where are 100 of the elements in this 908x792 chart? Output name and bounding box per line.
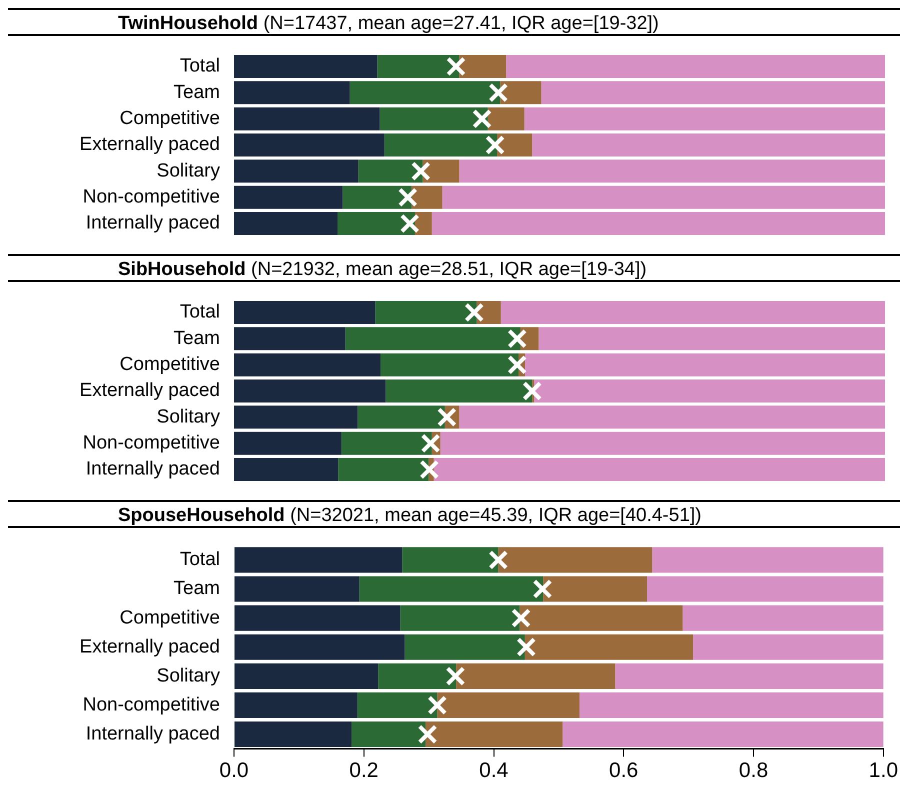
bar [524, 634, 694, 660]
chart-title: SpouseHousehold [118, 505, 285, 526]
point [522, 381, 542, 401]
point [464, 302, 484, 322]
bar [440, 432, 885, 455]
bar [543, 576, 648, 602]
bar [234, 160, 358, 183]
y-tick-label: Externally paced [80, 636, 220, 658]
bar [693, 634, 884, 660]
bar [402, 547, 498, 573]
bar [342, 186, 412, 209]
bar [359, 576, 544, 602]
bar [358, 406, 445, 429]
bar [456, 663, 616, 689]
bar [459, 54, 506, 78]
point [472, 109, 492, 129]
bar [459, 160, 885, 183]
bar [234, 547, 402, 573]
y-tick-label: Internally paced [86, 458, 220, 480]
y-tick-label: Solitary [156, 406, 220, 428]
bar [338, 212, 415, 236]
bar [352, 721, 426, 748]
bar [652, 547, 884, 573]
bar [497, 133, 532, 157]
y-tick-label: Team [174, 82, 220, 103]
y-tick-label: Internally paced [86, 212, 220, 234]
bar [538, 327, 885, 350]
bar [375, 300, 477, 324]
chart-subtitle: (N=32021, mean age=45.39, IQR age=[40.4-51]) [290, 505, 702, 526]
y-tick-label: Competitive [120, 108, 220, 130]
bar [234, 327, 346, 350]
bar [534, 379, 885, 403]
bar [442, 186, 885, 209]
bar [422, 160, 460, 183]
y-tick-label: Team [174, 328, 220, 349]
point [507, 355, 527, 375]
y-tick-label: Competitive [120, 354, 220, 376]
bar [426, 721, 563, 748]
bar [498, 547, 652, 573]
bar [506, 54, 885, 78]
bar [234, 300, 376, 324]
point [400, 214, 420, 234]
x-tick-label: 1.0 [868, 759, 898, 782]
y-tick-label: Non-competitive [82, 186, 220, 208]
bar [432, 212, 885, 236]
x-tick-label: 0.2 [349, 759, 378, 782]
y-tick-label: Externally paced [80, 380, 220, 402]
point [446, 666, 466, 686]
point [398, 188, 418, 208]
y-tick-label: Non-competitive [82, 432, 220, 454]
bar [234, 663, 378, 689]
bar [234, 133, 384, 157]
point [446, 56, 466, 76]
point [420, 460, 440, 480]
bar [520, 605, 683, 631]
bar [412, 186, 442, 209]
bar [380, 353, 518, 376]
point [488, 82, 508, 102]
chart-subtitle: (N=21932, mean age=28.51, IQR age=[19-34]) [251, 259, 647, 280]
bar [234, 458, 338, 482]
point [516, 637, 536, 657]
bar [380, 107, 488, 130]
y-tick-label: Solitary [156, 665, 220, 686]
point [427, 695, 448, 715]
y-tick-label: Solitary [156, 160, 220, 182]
point [511, 608, 531, 628]
bar [414, 212, 432, 236]
bar [234, 379, 386, 403]
point [488, 550, 508, 570]
chart-title: SibHousehold [118, 259, 246, 280]
x-tick-label: 0.8 [738, 759, 768, 782]
bar [234, 576, 360, 602]
bar [345, 327, 520, 350]
bar [350, 81, 500, 104]
bar [234, 634, 405, 660]
bar [524, 353, 885, 376]
bar [532, 133, 885, 157]
point [411, 161, 431, 181]
y-tick-label: Non-competitive [82, 694, 220, 716]
bar [459, 406, 885, 429]
bar [400, 605, 520, 631]
x-tick-label: 0.0 [219, 759, 249, 782]
bar [377, 54, 460, 78]
bar [234, 107, 380, 130]
bar [579, 692, 884, 718]
bar [357, 692, 438, 718]
point [420, 434, 440, 454]
bar [434, 458, 885, 482]
bar [384, 133, 498, 157]
y-tick-label: Team [174, 578, 220, 600]
y-tick-label: Total [180, 549, 220, 570]
chart-title: TwinHousehold [118, 13, 258, 34]
bar [234, 692, 358, 718]
bar [378, 663, 456, 689]
bar [562, 721, 884, 748]
point [507, 328, 527, 348]
y-tick-label: Total [180, 56, 220, 77]
chart-subtitle: (N=17437, mean age=27.41, IQR age=[19-32]) [263, 13, 659, 34]
point [437, 407, 457, 427]
bar [358, 160, 423, 183]
